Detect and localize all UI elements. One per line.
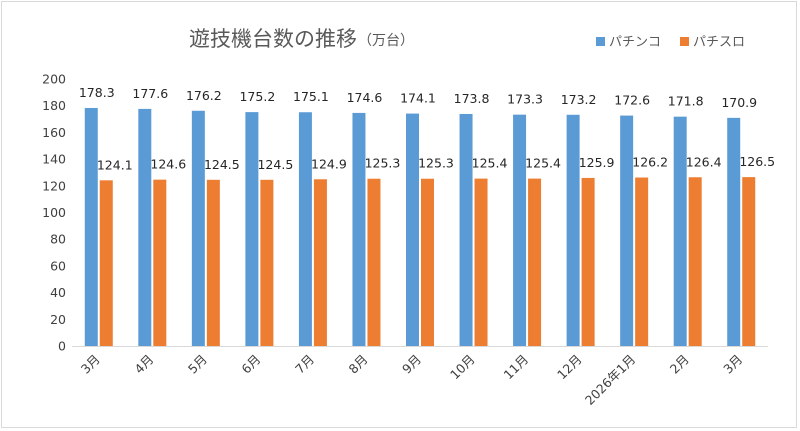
data-label-pachinko: 178.3 [79,85,115,100]
data-label-pachislot: 124.1 [97,157,133,172]
y-tick-label: 20 [50,312,66,327]
bar-pachislot [474,178,488,346]
data-label-pachinko: 175.1 [293,89,329,104]
x-tick-label: 2026年1月 [582,352,638,408]
data-label-pachislot: 125.9 [579,155,615,170]
chart-title: 遊技機台数の推移 [189,27,357,51]
x-tick-label: 11月 [501,352,532,383]
legend-swatch [596,37,605,46]
bar-pachislot [153,179,167,346]
y-tick-label: 60 [50,258,66,273]
bar-pachinko [352,112,366,346]
data-label-pachislot: 125.3 [365,156,401,171]
x-tick-label: 10月 [447,352,478,383]
data-labels: 178.3 124.1 177.6 124.6 176.2 124.5 175.2 124.5… [79,85,775,172]
bar-pachinko [673,116,687,346]
bar-pachinko [138,108,152,347]
y-axis: 0 20 40 60 80 100 120 140 160 180 200 [42,72,66,354]
bar-pachislot [742,177,756,346]
y-tick-label: 140 [42,152,66,167]
x-tick-label: 3月 [78,352,103,377]
bars [84,107,756,347]
x-tick-label: 5月 [185,352,210,377]
data-label-pachislot: 126.4 [686,154,722,169]
data-label-pachislot: 125.4 [525,156,561,171]
legend: パチンコ パチスロ [596,35,745,50]
y-tick-label: 80 [50,232,66,247]
y-tick-label: 120 [42,178,66,193]
bar-pachinko [459,113,473,347]
bar-pachislot [206,179,220,346]
data-label-pachinko: 174.6 [347,90,383,105]
data-label-pachinko: 173.3 [507,92,543,107]
x-tick-label: 3月 [720,352,745,377]
data-label-pachinko: 174.1 [400,91,436,106]
bar-pachinko [245,112,259,346]
x-tick-label: 4月 [131,352,156,377]
bar-pachinko [727,117,741,346]
bar-pachislot [313,179,327,346]
bar-pachinko [513,114,527,346]
y-tick-label: 200 [42,72,66,87]
data-label-pachinko: 173.2 [561,92,597,107]
bar-pachinko [566,114,580,346]
y-tick-label: 100 [42,205,66,220]
data-label-pachislot: 126.2 [632,155,668,170]
data-label-pachinko: 176.2 [186,88,222,103]
bar-pachinko [406,113,419,346]
bar-pachislot [688,177,702,346]
y-tick-label: 0 [58,339,66,354]
data-label-pachislot: 126.5 [739,154,775,169]
data-label-pachislot: 125.4 [472,156,508,171]
bar-pachislot [367,178,381,346]
bar-pachislot [421,178,434,346]
x-tick-label: 8月 [346,352,371,377]
chart-subtitle: （万台） [358,33,414,49]
bar-pachislot [99,180,113,346]
bar-pachinko [191,110,205,346]
x-tick-label: 7月 [292,352,317,377]
y-tick-label: 40 [50,285,66,300]
bar-pachislot [635,177,649,346]
bar-pachinko [84,107,98,346]
data-label-pachinko: 170.9 [721,95,757,110]
y-tick-label: 180 [42,98,66,113]
x-tick-label: 9月 [399,352,424,377]
data-label-pachislot: 124.9 [311,156,347,171]
y-tick-label: 160 [42,125,66,140]
data-label-pachinko: 171.8 [668,94,704,109]
legend-label: パチンコ [609,35,661,50]
legend-label: パチスロ [693,35,745,50]
x-tick-label: 12月 [554,352,585,383]
x-tick-label: 6月 [238,352,263,377]
bar-pachislot [528,178,542,346]
data-label-pachislot: 125.3 [418,156,454,171]
data-label-pachinko: 172.6 [614,93,650,108]
x-tick-label: 2月 [667,352,692,377]
data-label-pachinko: 177.6 [132,86,168,101]
data-label-pachislot: 124.6 [150,157,186,172]
data-label-pachislot: 124.5 [204,157,240,172]
bar-pachinko [620,115,634,346]
legend-swatch [680,37,689,46]
bar-pachinko [298,112,312,346]
bar-pachislot [260,179,274,346]
data-label-pachislot: 124.5 [257,157,293,172]
data-label-pachinko: 175.2 [239,89,275,104]
bar-pachislot [581,177,595,346]
data-label-pachinko: 173.8 [454,91,490,106]
